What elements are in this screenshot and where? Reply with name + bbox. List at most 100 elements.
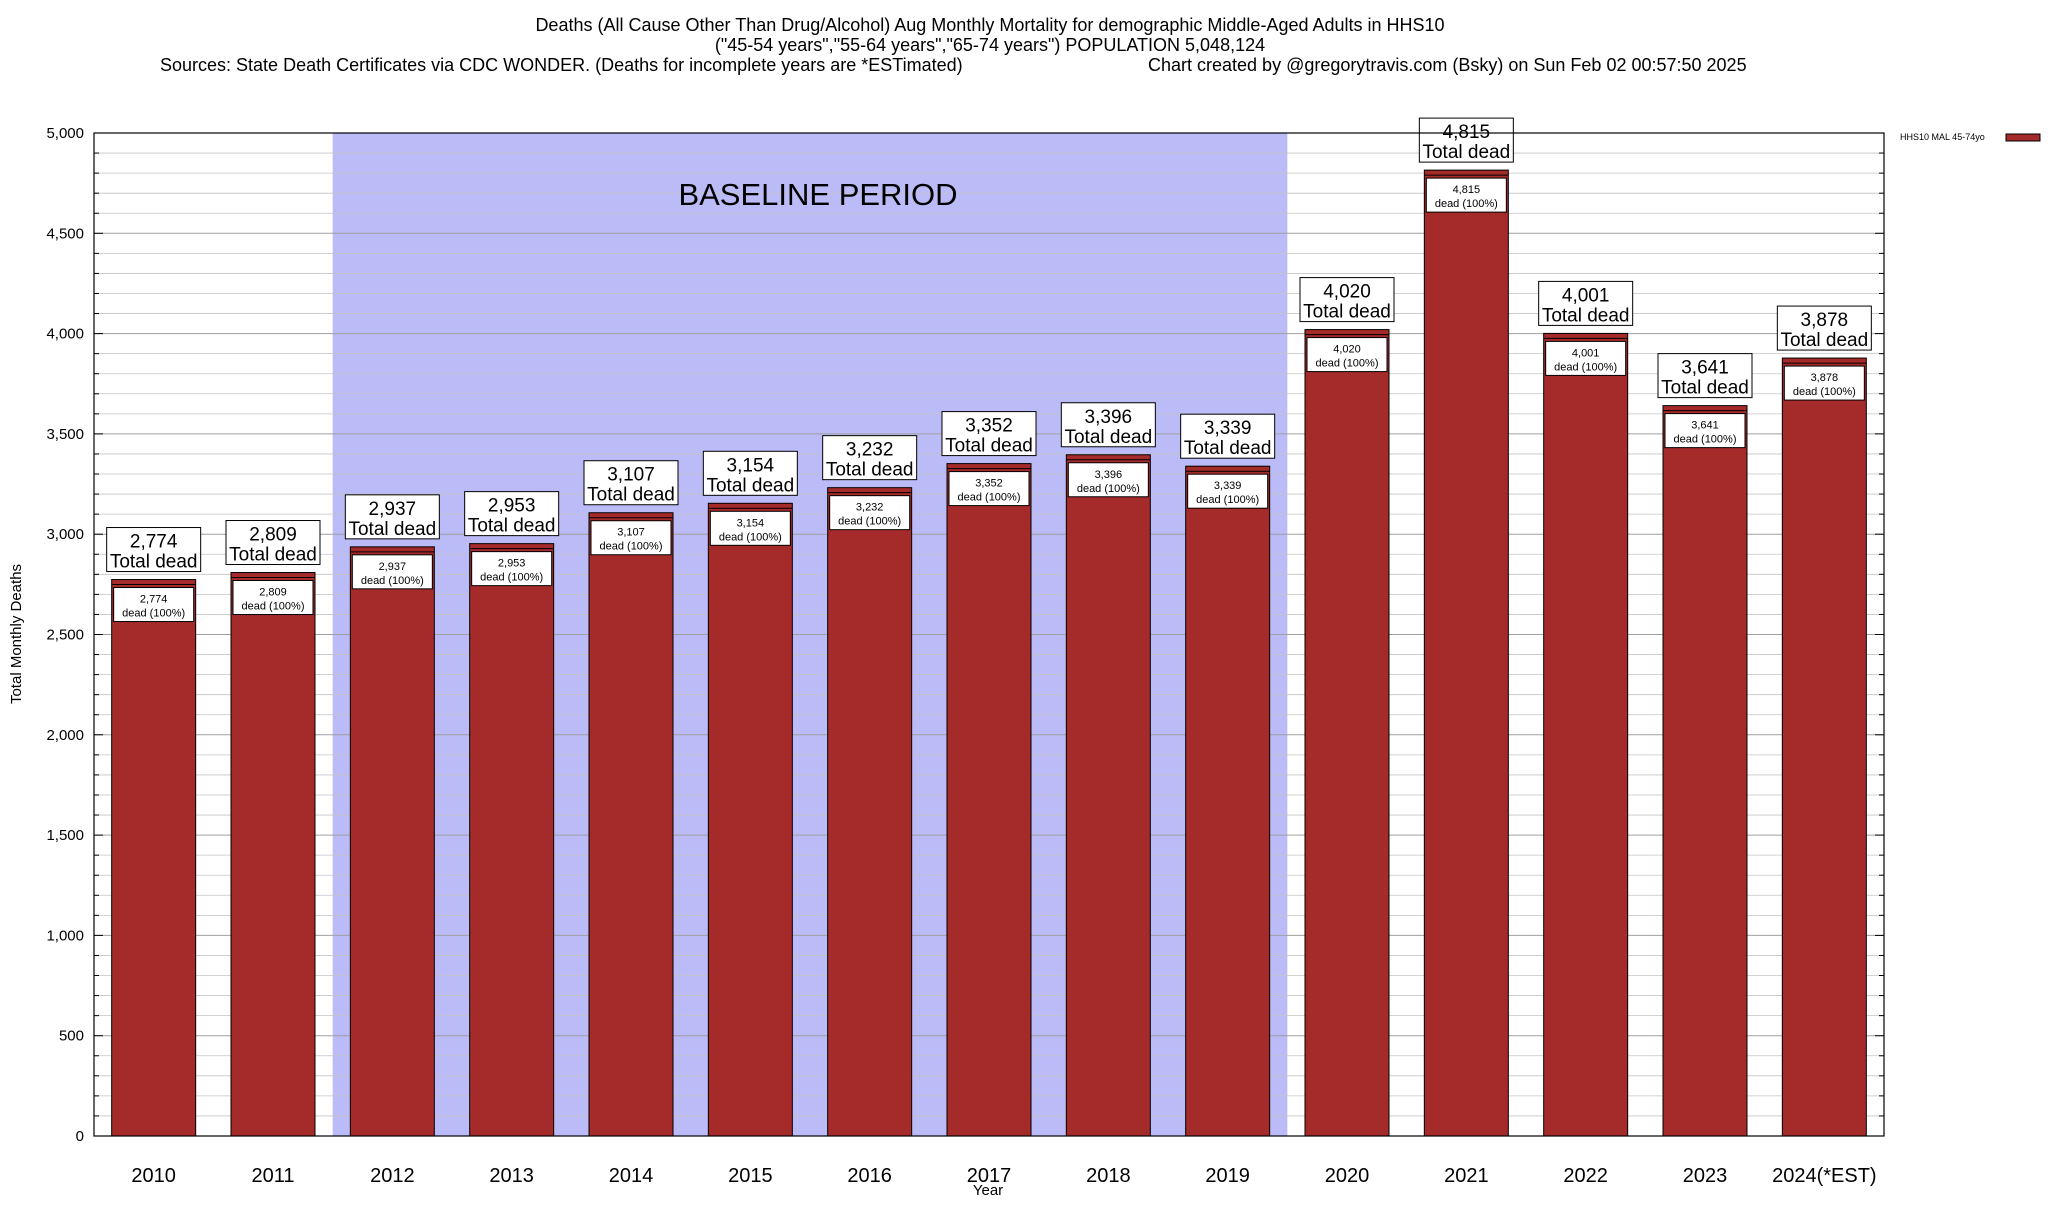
inner-value-label: 4,815 <box>1453 184 1481 196</box>
total-label-box <box>1538 280 1634 326</box>
inner-value-label: 3,352 <box>975 478 1003 490</box>
inner-dead-label: dead (100%) <box>719 531 782 543</box>
total-value-label: 2,953 <box>488 496 536 517</box>
inner-value-label: 2,953 <box>498 558 526 570</box>
total-value-label: 2,809 <box>249 525 297 546</box>
inner-label-box <box>829 495 911 531</box>
bar <box>230 572 316 1137</box>
bar <box>349 546 435 1137</box>
total-label-box <box>583 460 679 506</box>
bar <box>1065 454 1151 1137</box>
x-tick-label: 2017 <box>967 1165 1012 1187</box>
x-tick-label: 2012 <box>370 1165 415 1187</box>
inner-dead-label: dead (100%) <box>1196 494 1259 506</box>
bar <box>1423 169 1509 1137</box>
y-tick-label: 3,500 <box>46 426 84 443</box>
inner-dead-label: dead (100%) <box>1674 434 1737 446</box>
inner-value-label: 4,020 <box>1333 344 1361 356</box>
total-label-box <box>1180 413 1276 459</box>
chart-title-line-1: Deaths (All Cause Other Than Drug/Alcoho… <box>535 15 1444 35</box>
inner-dead-label: dead (100%) <box>1316 358 1379 370</box>
x-tick-label: 2016 <box>847 1165 892 1187</box>
total-dead-label: Total dead <box>1661 378 1749 399</box>
total-dead-label: Total dead <box>706 475 794 496</box>
legend-swatch <box>2005 133 2041 142</box>
total-dead-label: Total dead <box>1064 427 1152 448</box>
x-tick-label: 2011 <box>251 1165 294 1187</box>
inner-value-label: 2,774 <box>140 594 168 606</box>
inner-dead-label: dead (100%) <box>600 541 663 553</box>
bar <box>707 502 793 1137</box>
inner-dead-label: dead (100%) <box>958 492 1021 504</box>
inner-label-box <box>113 587 195 623</box>
total-dead-label: Total dead <box>1542 305 1630 326</box>
total-value-label: 3,154 <box>727 455 775 476</box>
inner-label-box <box>232 580 314 616</box>
inner-label-box <box>1783 365 1865 401</box>
inner-label-box <box>1067 462 1149 498</box>
total-label-box <box>1060 402 1156 448</box>
inner-label-box <box>709 510 791 546</box>
inner-value-label: 3,339 <box>1214 480 1242 492</box>
bar <box>1543 332 1629 1137</box>
total-value-label: 3,878 <box>1801 310 1849 331</box>
x-axis-label: Year <box>973 1182 1003 1199</box>
inner-value-label: 3,641 <box>1691 420 1719 432</box>
total-dead-label: Total dead <box>1184 438 1272 459</box>
total-dead-label: Total dead <box>945 436 1033 457</box>
bar <box>1781 357 1867 1137</box>
total-label-box <box>1299 277 1395 323</box>
plot-frame <box>93 132 1885 1137</box>
chart-title-line-2: ("45-54 years","55-64 years","65-74 year… <box>715 35 1265 55</box>
total-label-box <box>1657 353 1753 399</box>
inner-dead-label: dead (100%) <box>361 575 424 587</box>
y-tick-label: 5,000 <box>46 125 84 142</box>
inner-dead-label: dead (100%) <box>1793 386 1856 398</box>
total-label-box <box>1418 117 1514 163</box>
x-tick-label: 2022 <box>1563 1165 1608 1187</box>
inner-label-box <box>351 554 433 590</box>
bar <box>111 579 197 1137</box>
x-tick-label: 2013 <box>489 1165 534 1187</box>
total-dead-label: Total dead <box>1780 330 1868 351</box>
bar <box>1662 405 1748 1137</box>
inner-value-label: 2,809 <box>259 587 287 599</box>
total-label-box <box>225 520 321 566</box>
y-tick-label: 1,500 <box>46 827 84 844</box>
inner-dead-label: dead (100%) <box>1554 361 1617 373</box>
inner-dead-label: dead (100%) <box>242 601 305 613</box>
total-value-label: 2,937 <box>369 499 417 520</box>
total-dead-label: Total dead <box>587 485 675 506</box>
baseline-period-label: BASELINE PERIOD <box>678 177 957 212</box>
inner-value-label: 3,107 <box>617 527 645 539</box>
x-tick-label: 2021 <box>1444 1165 1489 1187</box>
total-value-label: 3,396 <box>1085 407 1133 428</box>
inner-label-box <box>948 471 1030 507</box>
total-value-label: 4,020 <box>1323 282 1371 303</box>
total-dead-label: Total dead <box>110 552 198 573</box>
total-label-box <box>941 411 1037 457</box>
total-dead-label: Total dead <box>1422 142 1510 163</box>
bar <box>588 512 674 1137</box>
x-tick-label: 2019 <box>1205 1165 1250 1187</box>
bar <box>827 487 913 1137</box>
x-tick-label: 2015 <box>728 1165 773 1187</box>
y-tick-label: 0 <box>76 1128 84 1145</box>
y-tick-label: 1,000 <box>46 927 84 944</box>
total-label-box <box>1776 305 1872 351</box>
x-tick-label: 2014 <box>609 1165 654 1187</box>
inner-value-label: 3,232 <box>856 502 884 514</box>
total-label-box <box>344 494 440 540</box>
x-tick-label: 2020 <box>1325 1165 1370 1187</box>
total-label-box <box>822 435 918 481</box>
inner-label-box <box>590 520 672 556</box>
x-tick-label: 2023 <box>1683 1165 1728 1187</box>
inner-label-box <box>1425 177 1507 213</box>
total-value-label: 3,107 <box>607 465 655 486</box>
inner-value-label: 4,001 <box>1572 347 1600 359</box>
y-tick-label: 2,500 <box>46 627 84 644</box>
total-dead-label: Total dead <box>229 545 317 566</box>
x-tick-label: 2024(*EST) <box>1772 1165 1877 1187</box>
